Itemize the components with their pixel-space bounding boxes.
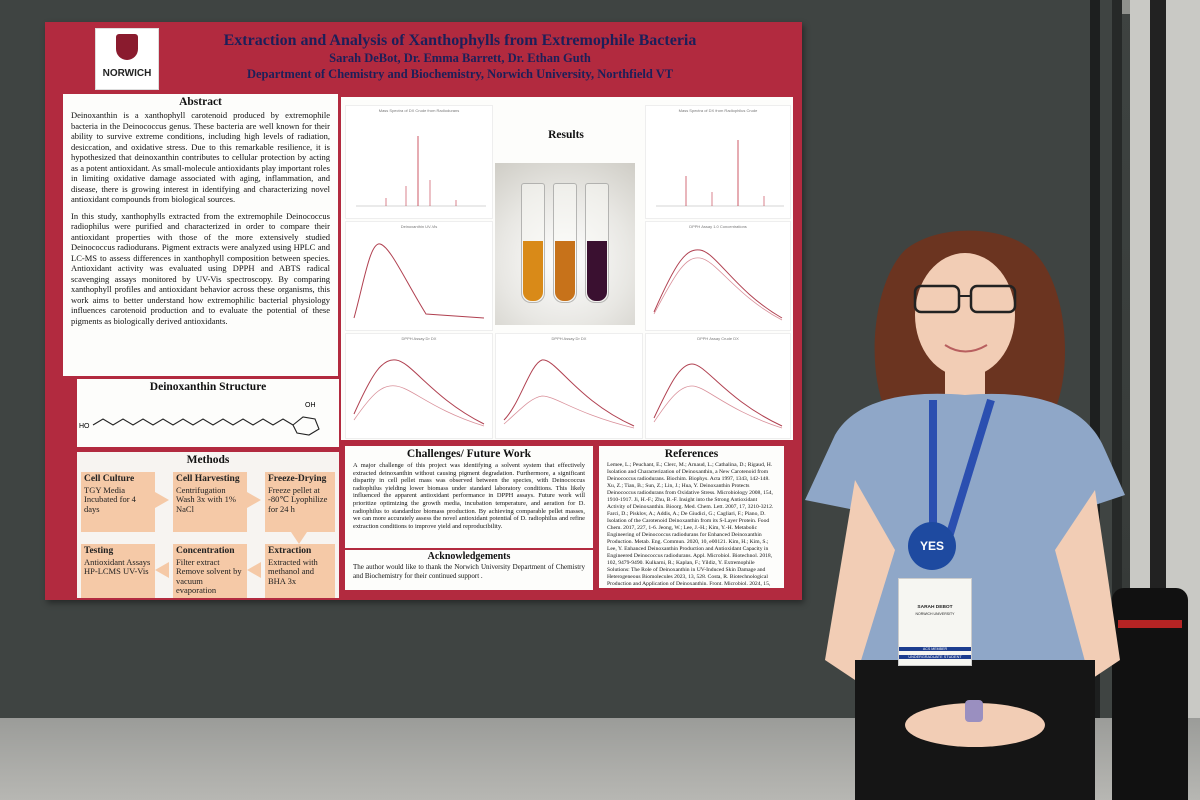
- step-text: Filter extract Remove solvent by vacuum …: [176, 556, 242, 595]
- step-freeze-drying: Freeze-Drying Freeze pellet at -80℃ Lyop…: [265, 472, 335, 532]
- poster-tube-band: [1118, 620, 1182, 628]
- dpph-curves: [353, 359, 485, 427]
- glasses-left-lens: [913, 284, 961, 314]
- acknowledgements-panel: Acknowledgements The author would like t…: [345, 550, 593, 590]
- references-text: Lemee, L.; Peuchant, E.; Clerc, M.; Arna…: [607, 462, 774, 587]
- structure-label-ho: HO: [79, 423, 90, 430]
- plot-caption: DPPH Assay Dr DX: [551, 336, 587, 341]
- abstract-paragraph-2: In this study, xanthophylls extracted fr…: [71, 210, 330, 326]
- abstract-panel: Abstract Deinoxanthin is a xanthophyll c…: [63, 94, 338, 376]
- challenges-text: A major challenge of this project was id…: [353, 462, 585, 530]
- university-logo: NORWICH: [95, 28, 159, 90]
- plot-caption: Mass Spectra of DX from Radiophilus Crud…: [678, 108, 758, 113]
- lanyard-right: [941, 398, 995, 552]
- step-testing: Testing Antioxidant Assays HP-LCMS UV-Vi…: [81, 544, 155, 598]
- mass-spectrum-plot-1: Mass Spectra of DX Crude from Radioduran…: [345, 105, 493, 219]
- structure-panel: Deinoxanthin Structure HO OH: [77, 379, 339, 447]
- deinoxanthin-structure-diagram: HO OH: [79, 402, 320, 436]
- vial-orange: [521, 183, 545, 303]
- board-stand-pole: [1090, 0, 1100, 800]
- methods-panel: Methods Cell Culture TGY Media Incubated…: [77, 452, 339, 598]
- step-title: Freeze-Drying: [268, 474, 327, 484]
- dpph-curves: [503, 359, 635, 429]
- polyene-chain: [92, 418, 294, 426]
- conference-name-badge: SARAH DEBOT NORWICH UNIVERSITY ACS MEMBE…: [898, 578, 972, 666]
- challenges-panel: Challenges/ Future Work A major challeng…: [345, 446, 593, 548]
- mass-spectrum-plot-2: Mass Spectra of DX from Radiophilus Crud…: [645, 105, 791, 219]
- dpph-plot-4: DPPH Assay Crude DX: [645, 333, 791, 439]
- logo-wordmark: NORWICH: [102, 68, 152, 79]
- uv-vis-plot: Deinoxanthin UV-Vis: [345, 221, 493, 331]
- dpph-plot-1: DPPH Assay 1.0 Concentrations: [645, 221, 791, 331]
- step-text: Antioxidant Assays HP-LCMS UV-Vis: [84, 556, 151, 576]
- shield-icon: [116, 34, 138, 60]
- blouse: [805, 393, 1125, 660]
- step-title: Cell Culture: [84, 474, 135, 484]
- badge-school: NORWICH UNIVERSITY: [915, 612, 955, 616]
- plot-caption: DPPH Assay 1.0 Concentrations: [689, 224, 747, 229]
- badge-member-label: ACS MEMBER: [899, 647, 971, 651]
- step-title: Cell Harvesting: [176, 474, 240, 484]
- dpph-plot-3: DPPH Assay Dr DX: [495, 333, 643, 439]
- step-text: Centrifugation Wash 3x with 1% NaCl: [176, 484, 236, 514]
- watch-icon: [965, 700, 983, 722]
- sample-vials-photo: [495, 163, 635, 325]
- arrow-left-icon: [155, 562, 169, 578]
- poster-authors: Sarah DeBot, Dr. Emma Barrett, Dr. Ethan…: [329, 51, 591, 65]
- left-arm: [825, 480, 895, 680]
- results-panel: Results Mass Spectra of DX Crude from Ra…: [341, 97, 793, 440]
- plot-caption: Mass Spectra of DX Crude from Radioduran…: [378, 108, 460, 113]
- right-arm: [1055, 490, 1120, 680]
- dpph-curves: [653, 363, 783, 429]
- arrow-left-icon: [247, 562, 261, 578]
- acknowledgements-heading: Acknowledgements: [427, 551, 511, 562]
- step-extraction: Extraction Extracted with methanol and B…: [265, 544, 335, 598]
- structure-heading: Deinoxanthin Structure: [149, 381, 267, 393]
- poster-department: Department of Chemistry and Biochemistry…: [246, 67, 674, 81]
- acknowledgements-text: The author would like to thank the Norwi…: [353, 563, 585, 580]
- presenter-person: [805, 230, 1125, 800]
- step-title: Concentration: [176, 546, 235, 556]
- structure-label-oh: OH: [305, 402, 316, 409]
- references-heading: References: [664, 448, 719, 460]
- challenges-heading: Challenges/ Future Work: [406, 448, 532, 460]
- arrow-right-icon: [155, 492, 169, 508]
- mass-spectrum-lines: [356, 136, 486, 207]
- step-text: Extracted with methanol and BHA 3x: [268, 556, 318, 586]
- vial-amber: [553, 183, 577, 303]
- methods-heading: Methods: [186, 454, 230, 466]
- step-title: Testing: [84, 546, 114, 556]
- dpph-curves: [653, 249, 783, 321]
- step-text: TGY Media Incubated for 4 days: [84, 484, 136, 514]
- end-ring: [292, 416, 320, 436]
- poster-header: Extraction and Analysis of Xanthophylls …: [165, 32, 755, 82]
- step-concentration: Concentration Filter extract Remove solv…: [173, 544, 247, 598]
- yes-pin-badge: YES: [908, 522, 956, 570]
- glasses-right-lens: [969, 284, 1017, 314]
- clasped-hands: [905, 703, 1045, 747]
- abstract-heading: Abstract: [179, 96, 222, 108]
- abstract-paragraph-1: Deinoxanthin is a xanthophyll carotenoid…: [71, 110, 330, 204]
- step-cell-culture: Cell Culture TGY Media Incubated for 4 d…: [81, 472, 155, 532]
- arrow-right-icon: [247, 492, 261, 508]
- step-text: Freeze pellet at -80℃ Lyophilize for 24 …: [268, 484, 328, 514]
- badge-status-label: UNDERGRADUATE STUDENT: [899, 655, 971, 659]
- results-heading: Results: [548, 129, 584, 141]
- vial-purple: [585, 183, 609, 303]
- research-poster: NORWICH Extraction and Analysis of Xanth…: [45, 22, 802, 600]
- plot-caption: Deinoxanthin UV-Vis: [400, 224, 438, 229]
- references-panel: References Lemee, L.; Peuchant, E.; Cler…: [599, 446, 784, 588]
- badge-name: SARAH DEBOT: [917, 605, 953, 610]
- face: [915, 253, 1015, 377]
- dpph-plot-2: DPPH Assay Dr DX: [345, 333, 493, 439]
- uv-vis-curve: [353, 243, 485, 319]
- mass-spectrum-lines: [656, 140, 784, 207]
- plot-caption: DPPH Assay Dr DX: [401, 336, 437, 341]
- smile: [944, 344, 988, 353]
- poster-title: Extraction and Analysis of Xanthophylls …: [223, 32, 697, 49]
- plot-caption: DPPH Assay Crude DX: [697, 336, 739, 341]
- step-cell-harvesting: Cell Harvesting Centrifugation Wash 3x w…: [173, 472, 247, 532]
- step-title: Extraction: [268, 546, 312, 556]
- arrow-down-icon: [291, 532, 307, 544]
